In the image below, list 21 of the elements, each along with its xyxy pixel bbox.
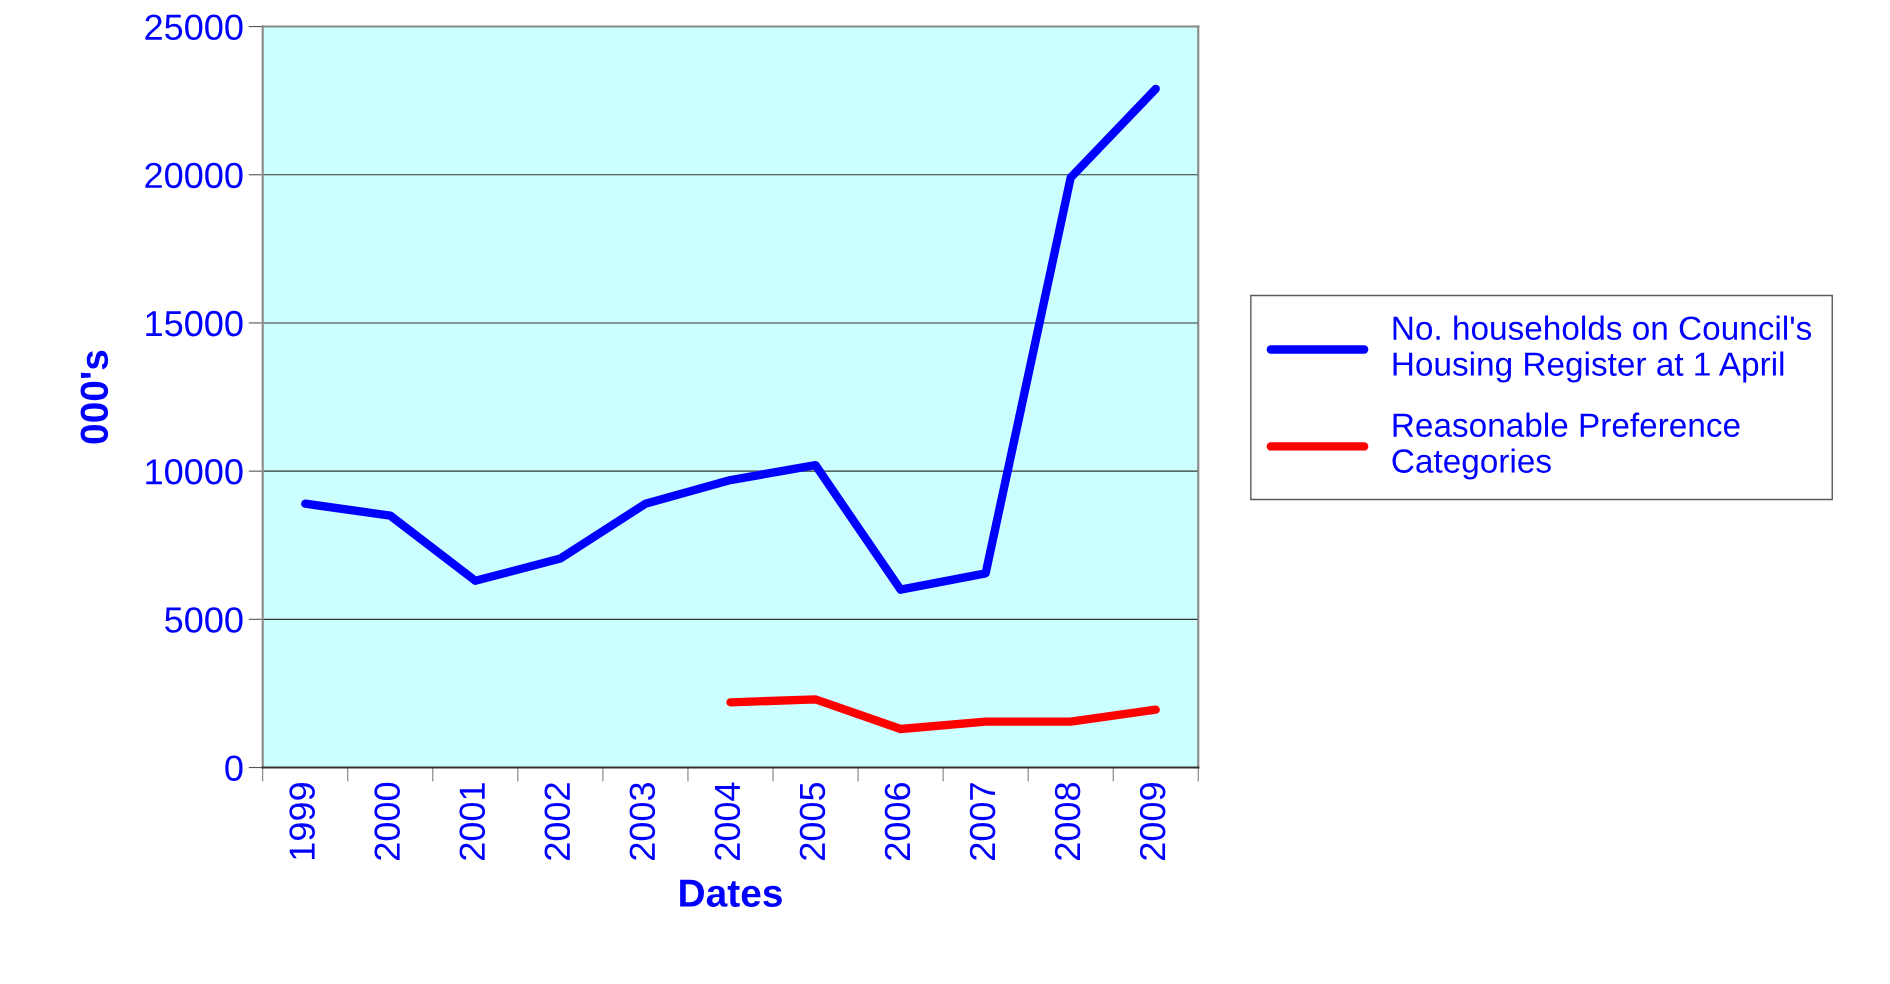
- y-tick-label: 5000: [165, 607, 243, 633]
- x-tick-label: 2004: [714, 782, 741, 860]
- legend-label: Reasonable Preference Categories: [1392, 412, 1740, 480]
- y-tick-label: 25000: [145, 14, 243, 41]
- y-tick-label: 15000: [146, 310, 243, 337]
- x-tick-label: 2002: [544, 783, 571, 860]
- x-tick-label: 1999: [289, 783, 315, 859]
- y-tick-label: 10000: [146, 459, 243, 485]
- y-axis-title: 000's: [80, 350, 109, 444]
- x-tick-label: 2007: [969, 783, 996, 860]
- x-tick-label: 2001: [459, 783, 486, 860]
- x-tick-label: 2008: [1054, 782, 1081, 860]
- y-tick-label: 20000: [145, 162, 243, 189]
- x-tick-label: 2003: [629, 782, 656, 860]
- x-tick-label: 2000: [374, 782, 400, 860]
- x-tick-label: 2009: [1139, 783, 1166, 860]
- x-axis-title: Dates: [680, 879, 782, 907]
- x-tick-label: 2005: [799, 782, 826, 860]
- legend-label: No. households on Council's Housing Register at 1 April: [1393, 315, 1812, 383]
- x-tick-label: 2006: [884, 782, 911, 860]
- y-tick-label: 0: [225, 755, 243, 781]
